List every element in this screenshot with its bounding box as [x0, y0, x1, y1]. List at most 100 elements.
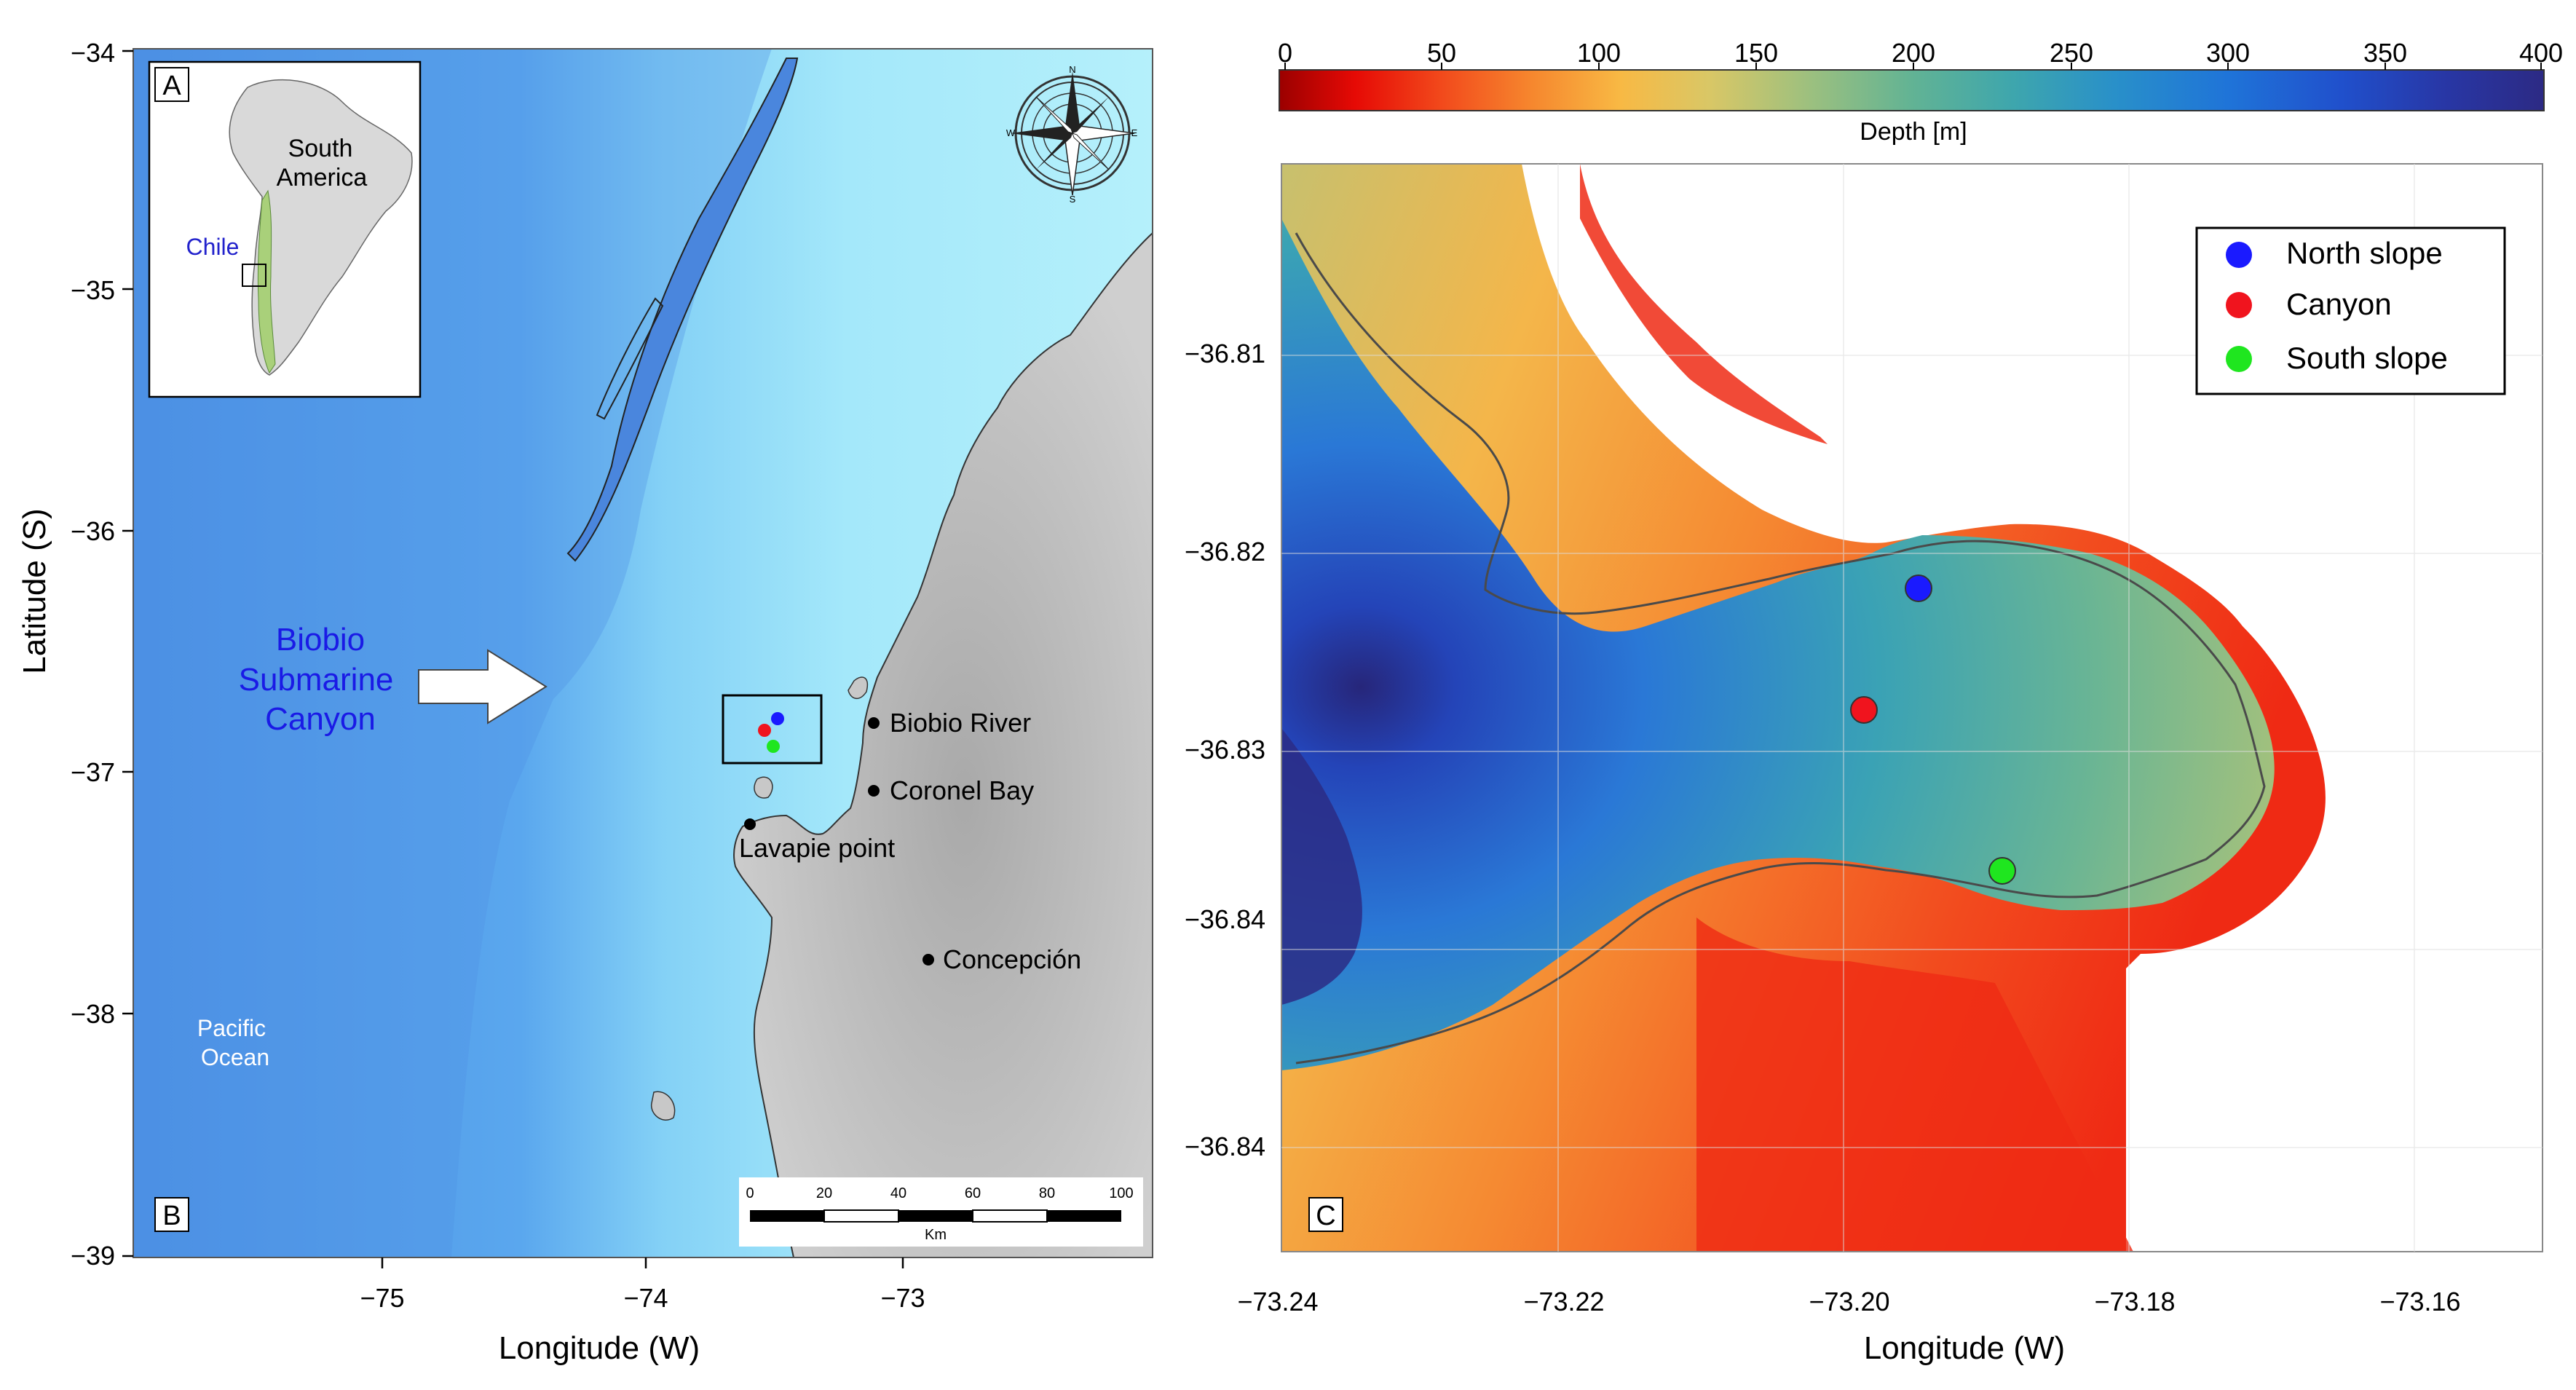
continent-label-line1: South: [288, 135, 353, 162]
c-y-tick: −36.81: [1185, 339, 1265, 368]
compass-letter-n: N: [1069, 64, 1075, 75]
canyon-label-line3: Canyon: [265, 701, 376, 737]
compass-letter-e: E: [1131, 127, 1138, 138]
legend-swatch-south: [2226, 346, 2252, 372]
place-label-concepcion: Concepción: [943, 944, 1081, 974]
c-y-tick: −36.82: [1185, 537, 1265, 566]
scale-unit: Km: [925, 1227, 947, 1243]
compass-letter-w: W: [1006, 127, 1016, 138]
scale-tick: 40: [890, 1185, 906, 1201]
legend-label-north: North slope: [2286, 236, 2443, 270]
canyon-marker: [758, 724, 771, 737]
island-santa-maria: [754, 776, 773, 799]
scale-tick: 100: [1109, 1185, 1133, 1201]
depth-contour-line: [1295, 232, 2266, 1065]
panel-b-map: [122, 48, 1153, 1268]
inset-locator-box: [242, 264, 266, 287]
canyon-depth-area: [1281, 218, 2275, 1070]
scale-tick: 80: [1039, 1185, 1055, 1201]
concepcion-dot: [922, 954, 934, 966]
legend-label-canyon: Canyon: [2286, 287, 2392, 321]
colorbar-tick: 50: [1427, 38, 1456, 68]
legend-swatch-canyon: [2226, 292, 2252, 318]
lavapie-point-dot: [744, 818, 756, 830]
panel-a-label: A: [162, 71, 181, 101]
colorbar-tick: 200: [1892, 38, 1935, 68]
ocean-label-line1: Pacific: [197, 1015, 266, 1041]
colorbar-tick: 250: [2050, 38, 2093, 68]
b-y-tick: −39: [71, 1241, 115, 1271]
south-slope-marker: [767, 740, 780, 753]
colorbar-title: Depth [m]: [1860, 118, 1967, 146]
north-slope-marker: [771, 712, 784, 725]
island-1: [848, 676, 868, 699]
b-y-tick: −38: [71, 999, 115, 1029]
colorbar-tick: 350: [2363, 38, 2407, 68]
b-y-tick: −37: [71, 757, 115, 787]
colorbar-tick: 150: [1734, 38, 1778, 68]
c-x-tick: −73.20: [1809, 1287, 1889, 1316]
land-area: [733, 232, 1153, 1257]
south-slope-sample-marker: [1988, 857, 2016, 885]
north-slope-sample-marker: [1905, 574, 1932, 602]
b-y-tick: −36: [71, 516, 115, 546]
panel-c-label: C: [1316, 1201, 1335, 1231]
b-x-axis-label: Longitude (W): [499, 1330, 700, 1366]
canyon-label-line1: Biobio: [276, 622, 365, 658]
b-y-axis-label: Latitude (S): [17, 508, 52, 674]
study-area-box: [722, 694, 823, 765]
chile-shape: [257, 189, 276, 374]
continent-shape: [229, 79, 413, 376]
b-x-tick: −73: [880, 1283, 925, 1313]
scale-tick: 0: [746, 1185, 754, 1201]
country-label: Chile: [186, 234, 240, 260]
compass-letter-s: S: [1070, 194, 1076, 205]
trench-contour-1: [566, 58, 799, 562]
c-x-tick: −73.18: [2094, 1287, 2175, 1316]
biobio-river-dot: [868, 717, 880, 729]
red-shelf-band: [1580, 164, 1828, 444]
c-y-tick: −36.83: [1185, 735, 1265, 765]
panel-b-ticks: [122, 50, 904, 1268]
ocean-label-line2: Ocean: [201, 1044, 269, 1070]
red-south-band: [1696, 917, 2133, 1252]
scale-bar: [739, 1177, 1143, 1247]
trench-contour-2: [596, 297, 664, 420]
canyon-sample-marker: [1850, 696, 1878, 724]
legend: [2195, 226, 2506, 395]
island-mocha: [651, 1091, 676, 1121]
colorbar-tick: 300: [2206, 38, 2250, 68]
place-label-biobio-river: Biobio River: [890, 708, 1031, 738]
panel-b-frame: [133, 48, 1153, 1258]
compass-rose-icon: [1011, 71, 1135, 196]
c-x-tick: −73.22: [1523, 1287, 1604, 1316]
scale-tick: 20: [816, 1185, 832, 1201]
panel-c-frame: [1281, 163, 2543, 1252]
canyon-label-line2: Submarine: [239, 662, 394, 698]
depth-colorbar: [1279, 69, 2545, 111]
coronel-bay-dot: [868, 785, 880, 797]
b-x-tick: −74: [623, 1283, 668, 1313]
legend-swatch-north: [2226, 242, 2252, 268]
place-label-lavapie-point: Lavapie point: [739, 833, 895, 863]
c-x-tick: −73.16: [2379, 1287, 2460, 1316]
panel-c-map: [1279, 63, 2545, 1252]
panel-a-inset: [148, 60, 422, 398]
c-y-tick: −36.84: [1185, 1132, 1265, 1161]
c-x-tick: −73.24: [1237, 1287, 1318, 1316]
continent-label-line2: America: [277, 164, 368, 191]
b-y-tick: −34: [71, 38, 115, 68]
b-x-tick: −75: [360, 1283, 404, 1313]
arrow-icon: [418, 649, 548, 724]
deep-canyon-mouth: [1281, 728, 1362, 1005]
colorbar-tick: 100: [1577, 38, 1621, 68]
legend-label-south: South slope: [2286, 341, 2448, 375]
panel-b-label: B: [162, 1201, 181, 1231]
b-y-tick: −35: [71, 275, 115, 305]
colorbar-tick: 400: [2519, 38, 2563, 68]
colorbar-tick: 0: [1278, 38, 1292, 68]
place-label-coronel-bay: Coronel Bay: [890, 775, 1034, 805]
colorbar-ticks: [1284, 63, 2542, 70]
c-x-axis-label: Longitude (W): [1864, 1330, 2065, 1366]
